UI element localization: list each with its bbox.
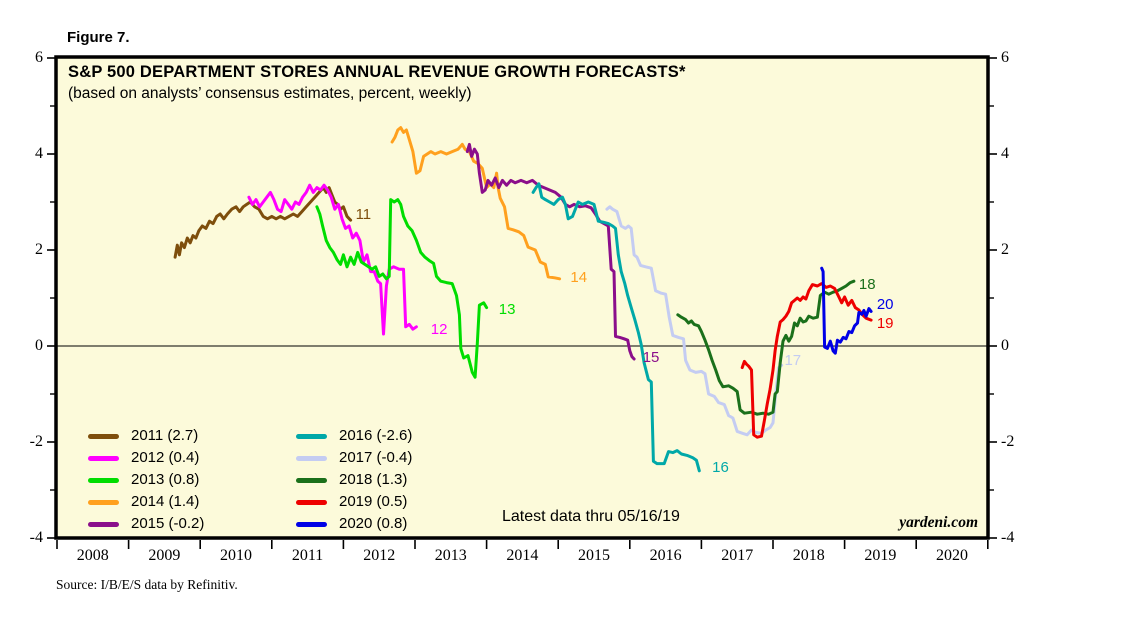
series-end-label-2018: 18 — [858, 275, 876, 293]
series-end-label-2012: 12 — [430, 321, 448, 339]
legend-swatch-2019 — [296, 500, 327, 505]
y-axis-tick-label-right: 0 — [1001, 337, 1009, 354]
source-note: Source: I/B/E/S data by Refinitiv. — [56, 577, 238, 592]
plot-background — [56, 57, 988, 538]
legend-label-2017: 2017 (-0.4) — [339, 449, 413, 466]
x-axis-year-label: 2011 — [291, 547, 324, 564]
x-axis-year-label: 2013 — [434, 547, 467, 564]
y-axis-tick-label-left: -4 — [29, 529, 43, 546]
series-end-label-2015: 15 — [642, 349, 660, 366]
y-axis-tick-label-right: 4 — [1001, 145, 1009, 162]
watermark: yardeni.com — [899, 514, 978, 531]
y-axis-tick-label-right: 6 — [1001, 49, 1009, 66]
y-axis-tick-label-left: -2 — [29, 433, 43, 450]
x-axis-year-label: 2017 — [721, 547, 754, 564]
series-line-2015 — [465, 142, 636, 361]
series-line-2012 — [247, 183, 418, 336]
x-axis-year-label: 2020 — [936, 547, 968, 564]
y-axis-tick-label-left: 2 — [35, 241, 43, 258]
y-axis-tick-label-left: 4 — [35, 145, 43, 162]
legend-label-2020: 2020 (0.8) — [339, 515, 408, 532]
y-axis-tick-label-right: -4 — [1001, 529, 1015, 546]
series-line-2016 — [531, 182, 701, 473]
legend-swatch-2018 — [296, 478, 327, 483]
y-axis-tick-label-left: 0 — [35, 337, 43, 354]
series-end-label-2019: 19 — [876, 315, 894, 333]
legend-swatch-2020 — [296, 522, 327, 527]
legend-label-2013: 2013 (0.8) — [131, 471, 200, 488]
series-line-2013 — [315, 198, 489, 379]
x-axis-year-label: 2015 — [578, 547, 610, 564]
series-line-2017 — [605, 205, 784, 437]
legend-swatch-2017 — [296, 456, 327, 461]
series-end-label-2020: 20 — [876, 296, 894, 314]
series-line-2019 — [740, 282, 873, 439]
legend-label-2018: 2018 (1.3) — [339, 471, 408, 488]
chart-title: S&P 500 DEPARTMENT STORES ANNUAL REVENUE… — [68, 63, 686, 81]
legend-label-2016: 2016 (-2.6) — [339, 427, 413, 444]
x-axis-year-label: 2014 — [506, 547, 539, 564]
x-axis-year-label: 2012 — [363, 547, 396, 564]
x-axis-year-label: 2009 — [148, 547, 181, 564]
legend-swatch-2015 — [88, 522, 119, 527]
series-end-label-2016: 16 — [712, 459, 729, 477]
series-line-2018 — [676, 279, 856, 416]
legend-label-2011: 2011 (2.7) — [131, 427, 199, 444]
legend-label-2015: 2015 (-0.2) — [131, 515, 205, 532]
legend-swatch-2011 — [88, 434, 119, 439]
legend-label-2019: 2019 (0.5) — [339, 493, 408, 510]
y-axis-tick-label-left: 6 — [35, 49, 43, 66]
x-axis-year-label: 2016 — [649, 547, 682, 564]
y-axis-tick-label-right: 2 — [1001, 241, 1009, 258]
series-end-label-2011: 11 — [355, 206, 372, 224]
series-line-2011 — [173, 186, 353, 259]
x-axis-year-label: 2018 — [792, 547, 825, 564]
series-line-2020 — [820, 266, 873, 355]
series-end-label-2013: 13 — [498, 301, 516, 318]
legend-label-2014: 2014 (1.4) — [131, 493, 200, 510]
series-end-label-2014: 14 — [570, 268, 588, 286]
y-axis-tick-label-right: -2 — [1001, 433, 1015, 450]
figure-label: Figure 7. — [67, 29, 130, 46]
x-axis-year-label: 2019 — [864, 547, 897, 564]
legend-swatch-2013 — [88, 478, 119, 483]
legend-swatch-2014 — [88, 500, 119, 505]
chart-subtitle: (based on analysts’ consensus estimates,… — [68, 85, 472, 102]
x-axis-year-label: 2010 — [220, 547, 252, 564]
legend-swatch-2016 — [296, 434, 327, 439]
legend-swatch-2012 — [88, 456, 119, 461]
series-end-label-2017: 17 — [784, 352, 802, 370]
latest-data-note: Latest data thru 05/16/19 — [502, 508, 680, 525]
legend-label-2012: 2012 (0.4) — [131, 449, 200, 466]
plot-frame — [54, 55, 990, 540]
x-axis-year-label: 2008 — [76, 547, 109, 564]
